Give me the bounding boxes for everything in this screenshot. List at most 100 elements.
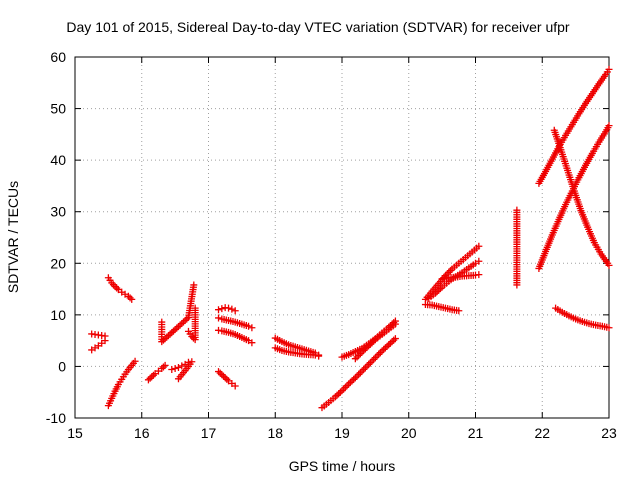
data-point [360, 365, 368, 373]
data-point [383, 342, 391, 350]
data-point [128, 295, 136, 303]
x-axis-label: GPS time / hours [289, 458, 396, 474]
x-tick-label: 21 [468, 425, 484, 441]
x-tick-label: 17 [201, 425, 217, 441]
data-point [161, 335, 169, 343]
data-point [370, 337, 378, 345]
data-point [386, 339, 394, 347]
data-point [215, 368, 223, 376]
data-point [144, 376, 152, 384]
data-point [126, 294, 134, 302]
series-seg-z [550, 126, 613, 269]
series-seg-m [215, 368, 239, 390]
x-tick-label: 16 [134, 425, 150, 441]
series-seg-r [351, 320, 399, 363]
data-point [181, 316, 189, 324]
data-point [340, 385, 348, 393]
data-point [179, 318, 187, 326]
series-seg-za [552, 304, 613, 332]
y-tick-label: -10 [46, 410, 66, 426]
data-point [215, 306, 223, 314]
data-point [343, 382, 351, 390]
data-point [183, 315, 191, 323]
data-point [341, 383, 349, 391]
data-point [131, 357, 139, 365]
data-point [215, 314, 223, 322]
data-point [169, 327, 177, 335]
series-seg-i [184, 304, 199, 344]
data-point [475, 257, 483, 265]
data-point [176, 321, 184, 329]
series-seg-g [168, 358, 192, 374]
series-seg-p [318, 335, 399, 412]
y-tick-label: 40 [50, 152, 66, 168]
data-point [158, 364, 166, 372]
data-point [336, 388, 344, 396]
data-point [158, 338, 166, 346]
data-point [350, 375, 358, 383]
chart-title: Day 101 of 2015, Sidereal Day-to-day VTE… [66, 19, 570, 35]
data-point [358, 348, 366, 356]
series-seg-k [215, 314, 256, 332]
data-point [605, 65, 613, 73]
data-point [370, 355, 378, 363]
data-point [216, 369, 224, 377]
data-point [391, 320, 399, 328]
data-point [390, 336, 398, 344]
data-point [368, 357, 376, 365]
data-point [331, 393, 339, 401]
points-layer [88, 65, 613, 412]
data-point [346, 378, 354, 386]
data-point [333, 391, 341, 399]
data-point [159, 363, 167, 371]
data-point [365, 360, 373, 368]
x-tick-label: 20 [401, 425, 417, 441]
data-point [168, 366, 176, 374]
series-seg-x [535, 65, 613, 187]
data-point [225, 304, 233, 312]
data-point [111, 282, 119, 290]
series-seg-w [513, 206, 521, 289]
data-point [188, 358, 196, 366]
data-point [455, 307, 463, 315]
data-point [605, 324, 613, 332]
data-point [188, 333, 196, 341]
data-point [381, 344, 389, 352]
data-point [376, 349, 384, 357]
data-point [356, 369, 364, 377]
data-point [223, 375, 231, 383]
data-point [163, 333, 171, 341]
data-point [248, 339, 256, 347]
data-point [391, 335, 399, 343]
data-point [435, 286, 443, 294]
data-point [351, 374, 359, 382]
data-point [348, 377, 356, 385]
data-point [378, 347, 386, 355]
data-point [218, 371, 226, 379]
data-point [166, 330, 174, 338]
data-point [380, 345, 388, 353]
data-point [351, 355, 359, 363]
series-seg-l [215, 326, 256, 347]
data-point [218, 305, 226, 313]
data-point [231, 382, 239, 390]
data-point [356, 350, 364, 358]
series-seg-f [158, 281, 198, 346]
series-seg-e [144, 361, 169, 384]
data-point [101, 337, 109, 345]
data-point [171, 364, 179, 372]
data-point [475, 242, 483, 250]
series-seg-v [438, 271, 483, 283]
data-point [161, 361, 169, 369]
y-tick-label: 20 [50, 255, 66, 271]
data-point [113, 284, 121, 292]
data-point [431, 289, 439, 297]
data-point [338, 387, 346, 395]
x-tick-label: 18 [267, 425, 283, 441]
data-point [315, 352, 323, 360]
y-tick-label: 0 [58, 358, 66, 374]
data-point [178, 319, 186, 327]
y-tick-label: 30 [50, 204, 66, 220]
data-point [173, 324, 181, 332]
